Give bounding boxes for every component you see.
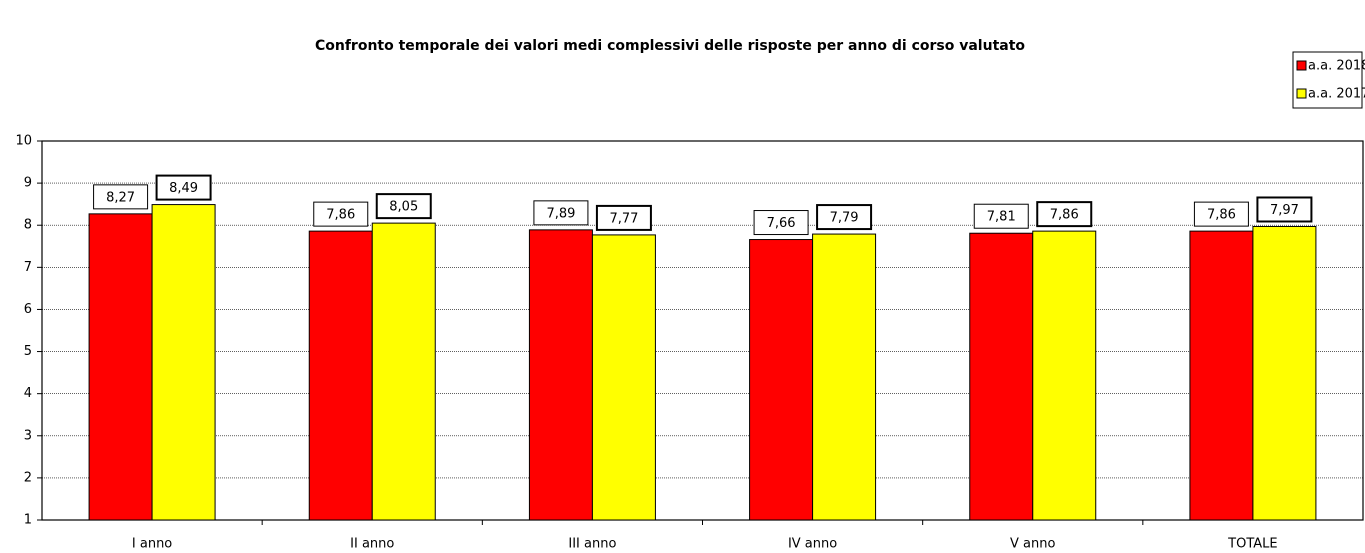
y-tick-label: 7 <box>24 260 32 275</box>
value-label-box <box>1193 201 1249 227</box>
value-label-box <box>753 210 809 236</box>
bar <box>308 230 373 521</box>
legend-swatch <box>1296 88 1307 99</box>
x-tick-label: V anno <box>1010 537 1055 552</box>
value-label: 7,77 <box>609 211 638 226</box>
value-label-box <box>1256 196 1313 223</box>
chart-title: Confronto temporale dei valori medi comp… <box>315 38 1025 54</box>
y-tick-label: 8 <box>24 218 32 233</box>
x-tick-label: I anno <box>132 537 172 552</box>
bar <box>88 213 153 521</box>
value-label: 7,86 <box>1207 208 1236 223</box>
value-label: 7,81 <box>987 210 1016 225</box>
x-tick-label: III anno <box>568 537 616 552</box>
y-tick-label: 3 <box>24 428 32 443</box>
value-label: 7,79 <box>830 211 859 226</box>
value-label-box <box>595 204 652 231</box>
y-tick-label: 5 <box>24 344 32 359</box>
value-label-box <box>1036 201 1093 228</box>
value-label-box <box>816 204 873 231</box>
value-label-box <box>93 184 149 210</box>
value-label-box <box>375 193 432 220</box>
bar <box>1032 230 1097 521</box>
value-label: 8,05 <box>389 200 418 215</box>
bar <box>812 233 877 521</box>
bar <box>1252 225 1317 521</box>
legend-label: a.a. 2017-18 <box>1308 87 1365 102</box>
x-tick-label: II anno <box>350 537 394 552</box>
value-label: 7,86 <box>326 208 355 223</box>
value-label: 8,27 <box>106 190 135 205</box>
x-tick-label: IV anno <box>788 537 837 552</box>
value-label: 7,89 <box>546 206 575 221</box>
x-tick-label: TOTALE <box>1227 537 1277 552</box>
y-tick-label: 10 <box>15 134 32 149</box>
y-tick-label: 6 <box>24 302 32 317</box>
bar <box>969 232 1034 521</box>
y-tick-label: 9 <box>24 176 32 191</box>
value-label-box <box>155 174 212 201</box>
y-tick-label: 1 <box>24 513 32 528</box>
y-tick-label: 4 <box>24 386 32 401</box>
value-label: 7,66 <box>767 216 796 231</box>
bar <box>528 229 593 521</box>
plot-frame <box>41 140 1364 521</box>
value-label-box <box>973 203 1029 229</box>
legend-swatch <box>1296 60 1307 71</box>
bar <box>371 222 436 521</box>
bar <box>1189 230 1254 521</box>
value-label-box <box>533 200 589 226</box>
value-label-box <box>313 201 369 227</box>
bar <box>749 239 814 521</box>
bar <box>591 234 656 521</box>
legend-label: a.a. 2018-19 <box>1308 59 1365 74</box>
bar <box>151 204 216 521</box>
value-label: 8,49 <box>169 181 198 196</box>
value-label: 7,97 <box>1270 203 1299 218</box>
value-label: 7,86 <box>1050 208 1079 223</box>
y-tick-label: 2 <box>24 470 32 485</box>
